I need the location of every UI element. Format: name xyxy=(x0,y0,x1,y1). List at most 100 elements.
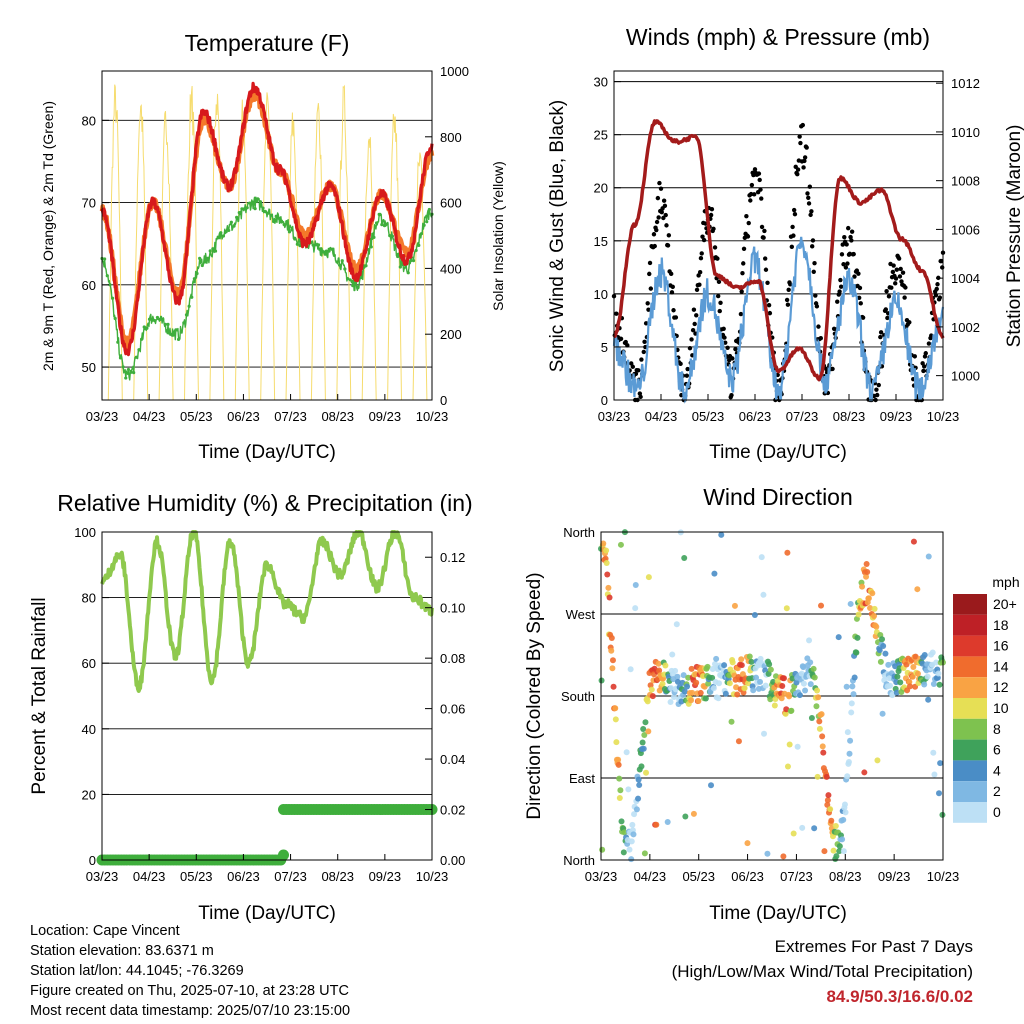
dewpoint-point xyxy=(353,281,358,285)
humidity-xlabel: Time (Day/UTC) xyxy=(198,903,336,924)
direction-point xyxy=(784,763,791,770)
direction-point xyxy=(833,853,840,860)
dewpoint-point xyxy=(118,356,123,360)
gust-point xyxy=(655,195,661,201)
direction-point xyxy=(721,662,728,669)
direction-point xyxy=(711,570,718,577)
dewpoint-point xyxy=(195,271,199,276)
gust-point xyxy=(696,273,701,278)
extremes-box: Extremes For Past 7 Days (High/Low/Max W… xyxy=(672,934,973,1009)
wind-direction-points xyxy=(598,529,946,863)
direction-point xyxy=(638,763,645,770)
x-tick-label: 10/23 xyxy=(927,869,960,884)
y2-tick-label: 0.08 xyxy=(440,651,465,666)
direction-point xyxy=(685,674,692,681)
direction-point xyxy=(824,801,831,808)
gust-point xyxy=(907,320,912,325)
direction-point xyxy=(794,743,801,750)
gust-point xyxy=(843,265,849,270)
dewpoint-point xyxy=(221,234,226,238)
y2-tick-label: 1000 xyxy=(440,64,469,79)
dewpoint-point xyxy=(250,200,255,204)
direction-point xyxy=(745,680,752,687)
gust-point xyxy=(721,326,726,331)
dewpoint-point xyxy=(103,257,107,261)
direction-point xyxy=(738,656,745,663)
gust-point xyxy=(657,180,662,186)
direction-point xyxy=(731,602,738,609)
direction-point xyxy=(643,769,650,776)
colorbar-swatch xyxy=(953,614,987,636)
direction-point xyxy=(598,677,605,684)
x-tick-label: 03/23 xyxy=(598,409,631,424)
dewpoint-point xyxy=(142,325,146,329)
colorbar-swatch xyxy=(953,802,987,823)
dewpoint-point xyxy=(179,330,183,334)
direction-point xyxy=(835,634,842,641)
colorbar-label: 20+ xyxy=(993,596,1017,612)
winds-ylabel-left: Sonic Wind & Gust (Blue, Black) xyxy=(547,100,568,372)
gust-point xyxy=(663,212,668,218)
precipitation-series xyxy=(96,804,438,866)
gust-point xyxy=(802,155,808,160)
y-tick-label: North xyxy=(563,525,595,540)
direction-point xyxy=(876,647,883,654)
direction-point xyxy=(800,680,807,687)
dewpoint-point xyxy=(145,326,149,330)
direction-point xyxy=(635,776,642,783)
gust-point xyxy=(809,209,814,214)
dewpoint-point xyxy=(385,222,389,226)
dewpoint-point xyxy=(203,260,207,264)
direction-point xyxy=(936,681,943,688)
dewpoint-point xyxy=(356,285,360,289)
dewpoint-point xyxy=(274,214,278,218)
direction-point xyxy=(830,847,837,854)
dewpoint-point xyxy=(377,212,381,216)
gust-point xyxy=(722,335,727,340)
y2-tick-label: 800 xyxy=(440,130,462,145)
y-tick-label: 10 xyxy=(594,287,608,302)
direction-point xyxy=(796,692,803,699)
gust-point xyxy=(786,287,791,293)
gust-point xyxy=(839,252,845,257)
gust-point xyxy=(664,223,669,228)
direction-point xyxy=(846,750,853,757)
gust-point xyxy=(838,277,843,283)
dewpoint-point xyxy=(380,223,384,227)
dewpoint-point xyxy=(335,260,339,264)
precipitation-point xyxy=(278,849,289,861)
dewpoint-point xyxy=(311,243,315,247)
direction-point xyxy=(818,711,825,718)
x-tick-label: 03/23 xyxy=(585,869,618,884)
dewpoint-point xyxy=(425,220,429,224)
gust-point xyxy=(618,336,624,341)
direction-point xyxy=(819,733,826,740)
direction-point xyxy=(746,653,753,660)
humidity-plot-frame xyxy=(101,531,433,861)
y2-tick-label: 0 xyxy=(440,393,447,408)
dewpoint-point xyxy=(208,249,212,253)
dewpoint-point xyxy=(163,322,167,326)
direction-point xyxy=(894,673,901,680)
direction-point xyxy=(807,681,814,688)
gust-point xyxy=(748,198,753,203)
direction-point xyxy=(757,678,764,685)
temperature-2m-line xyxy=(100,81,434,357)
extremes-subtitle: (High/Low/Max Wind/Total Precipitation) xyxy=(671,962,973,981)
dewpoint-point xyxy=(390,234,394,238)
dewpoint-point xyxy=(147,317,152,321)
dewpoint-point xyxy=(396,254,400,259)
direction-point xyxy=(695,698,702,705)
dewpoint-point xyxy=(158,317,162,321)
direction-point xyxy=(612,705,619,712)
x-tick-label: 04/23 xyxy=(133,409,166,424)
y-tick-label: 0 xyxy=(89,853,96,868)
direction-point xyxy=(620,849,627,856)
gust-point xyxy=(812,260,817,266)
gust-point xyxy=(763,267,769,272)
direction-point xyxy=(869,590,876,597)
y-tick-label: 20 xyxy=(594,181,608,196)
dewpoint-point xyxy=(242,207,247,211)
direction-point xyxy=(636,782,643,789)
direction-point xyxy=(867,605,874,612)
